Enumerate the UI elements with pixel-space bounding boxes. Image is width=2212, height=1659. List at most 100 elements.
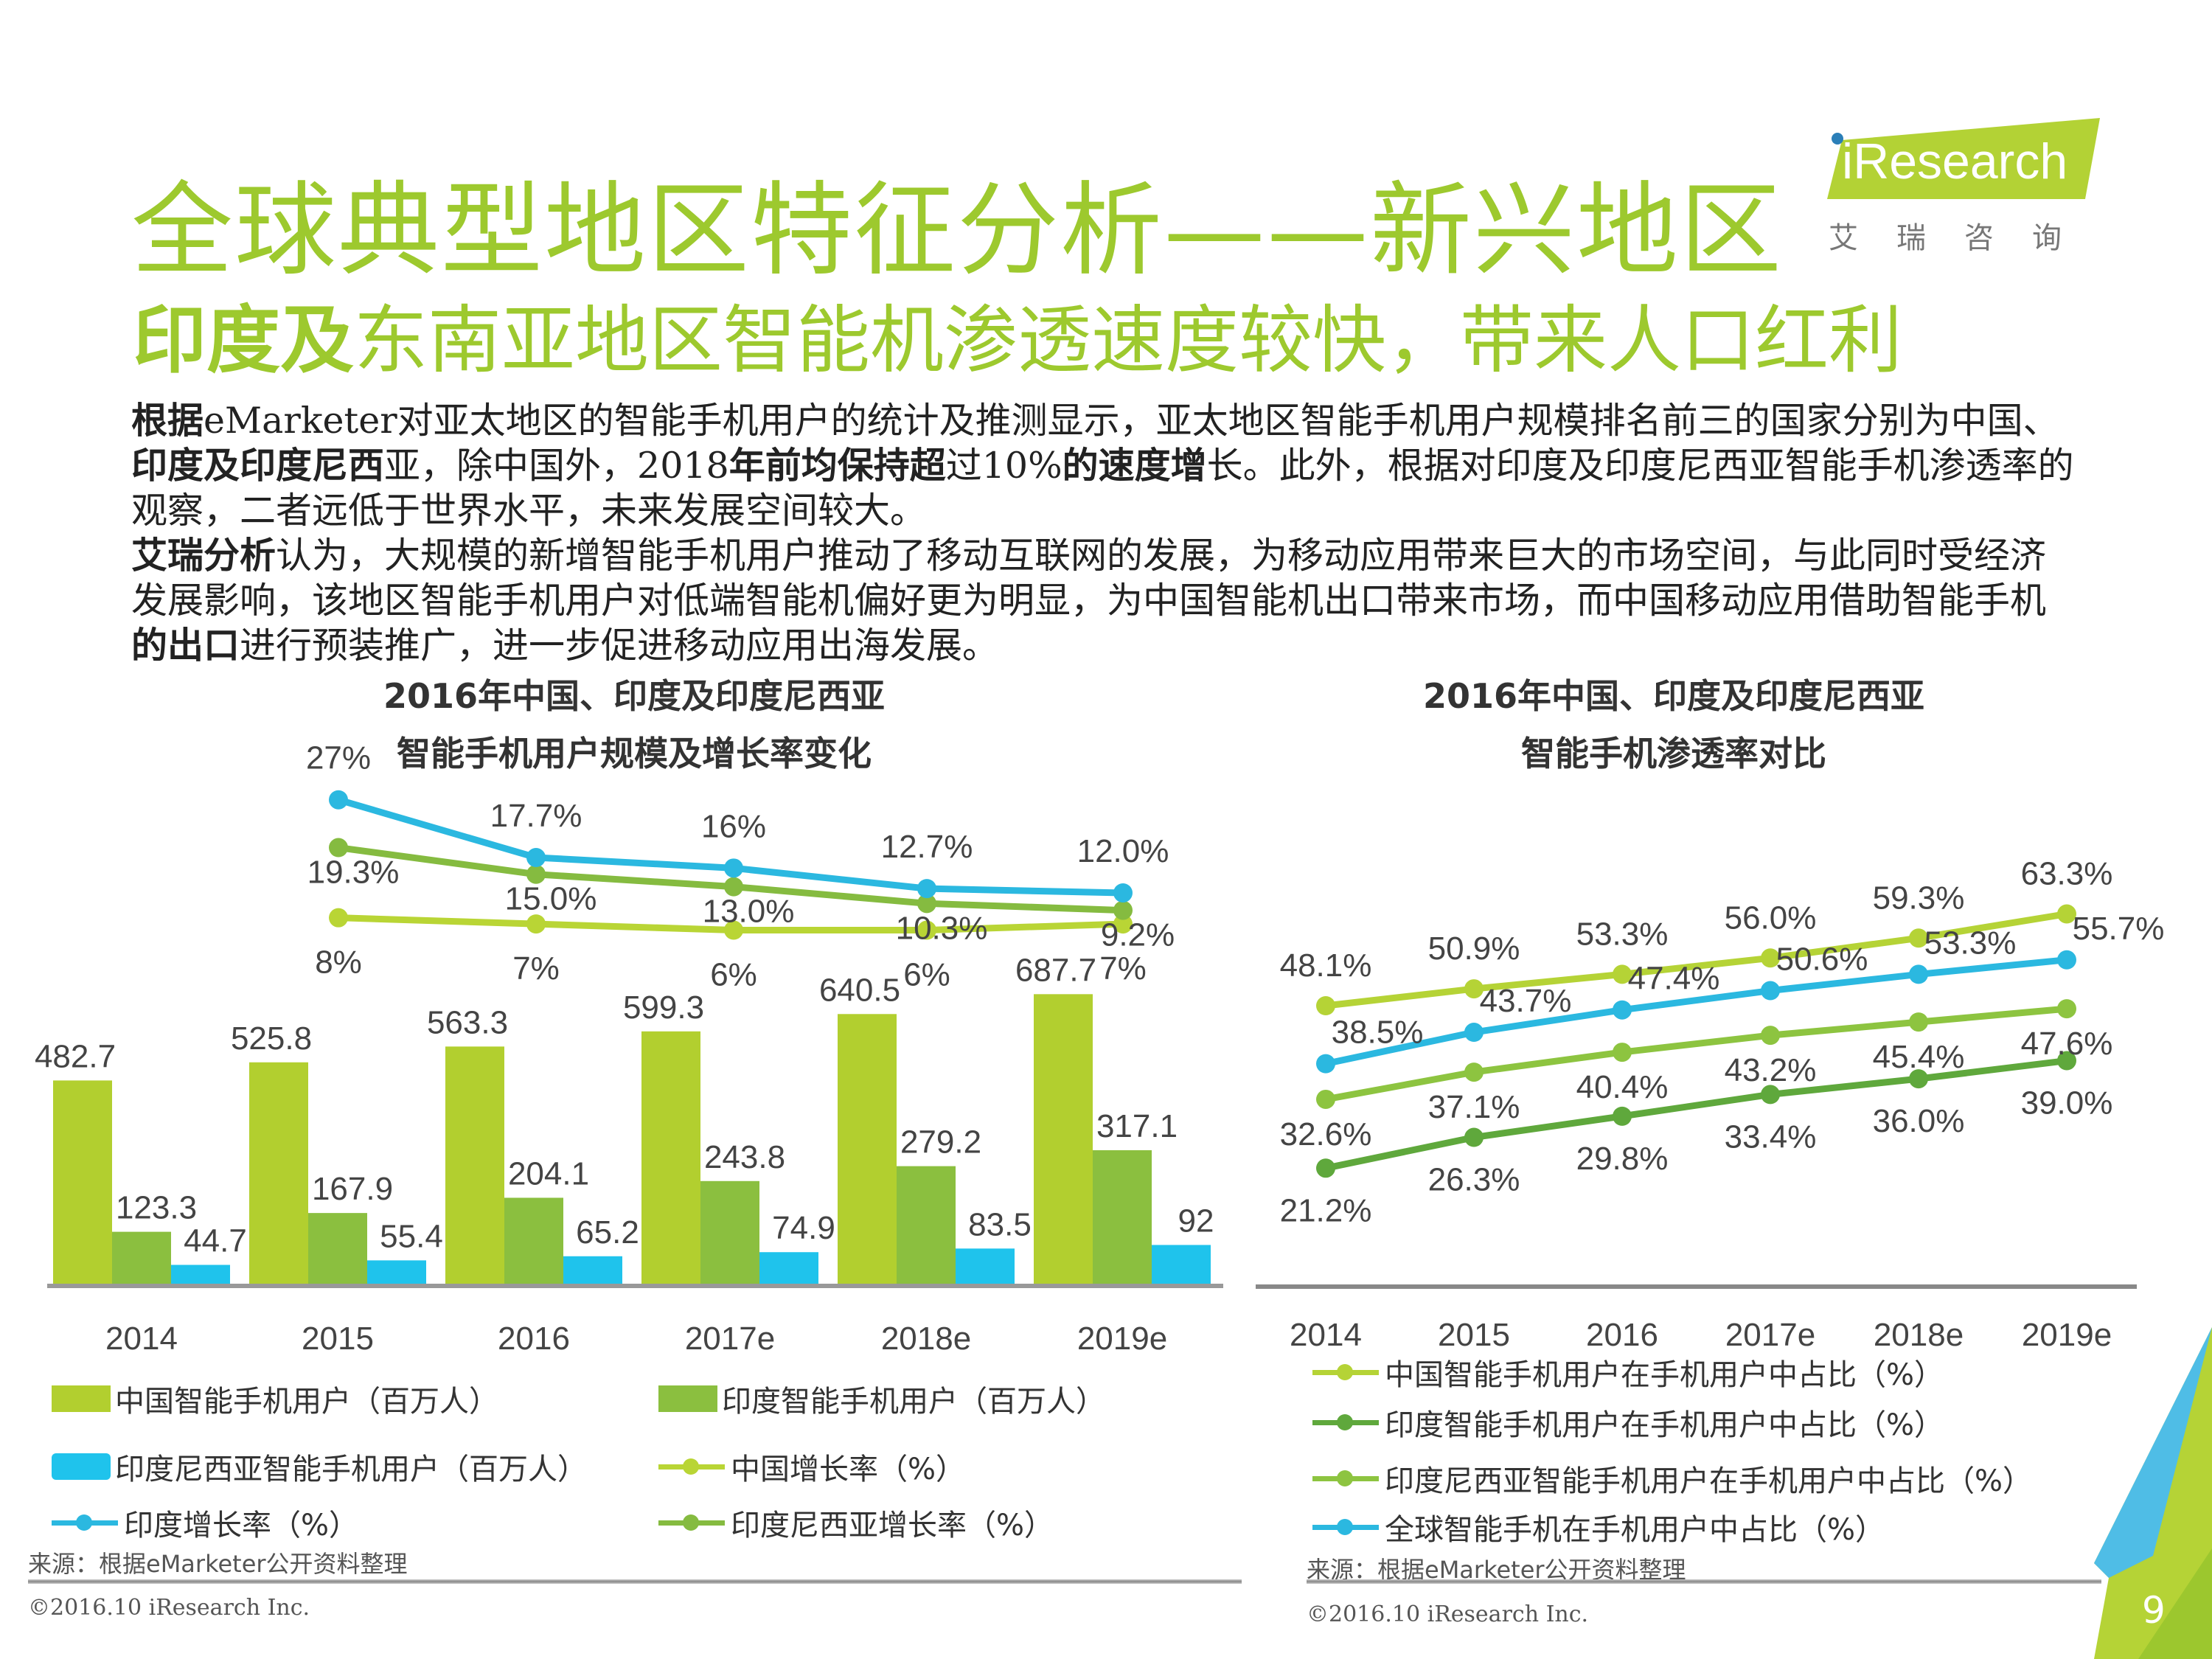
legend-label: 印度增长率（%）	[124, 1509, 359, 1543]
penetration-point	[1909, 1012, 1928, 1032]
legend-line-marker	[1312, 1359, 1379, 1385]
right-chart: 2014 2015 2016 2017e 2018e 2019e 48.1% 50.9% 53.…	[1256, 856, 2164, 1353]
growth-point	[917, 920, 936, 940]
legend-india-users: 印度智能手机用户（百万人）	[658, 1377, 1105, 1420]
bar-value-label: 563.3	[427, 1004, 508, 1040]
growth-point	[724, 877, 743, 897]
left-chart-title-line2: 智能手机用户规模及增长率变化	[397, 734, 872, 773]
x-tick-label: 2019e	[1077, 1321, 1167, 1357]
growth-point	[917, 894, 936, 914]
penetration-point	[1909, 964, 1928, 984]
growth-label: 7%	[512, 950, 560, 987]
penetration-point	[1613, 1106, 1632, 1126]
legend-line-marker	[658, 1509, 725, 1536]
bar-china	[1034, 994, 1093, 1284]
penetration-point	[1464, 979, 1484, 999]
bar-india	[504, 1197, 563, 1284]
bar-value-label: 83.5	[968, 1206, 1032, 1242]
penetration-point	[1316, 1158, 1335, 1178]
legend-line-marker	[52, 1509, 118, 1536]
penetration-point	[1761, 981, 1780, 1001]
penetration-point	[1761, 1085, 1780, 1105]
penetration-point	[1613, 1000, 1632, 1020]
penetration-label: 63.3%	[2021, 856, 2113, 892]
growth-label: 7%	[1099, 950, 1147, 987]
legend-indonesia-penetration: 印度尼西亚智能手机用户在手机用户中占比（%）	[1312, 1457, 2032, 1500]
legend-swatch	[52, 1453, 111, 1480]
body-line: 的出口进行预装推广，进一步促进移动应用出海发展。	[131, 623, 2074, 668]
bar-indonesia	[956, 1248, 1015, 1284]
bar-indonesia	[1152, 1245, 1211, 1284]
right-divider	[1307, 1579, 2101, 1584]
bar-india	[700, 1180, 759, 1284]
penetration-point	[1464, 1023, 1484, 1043]
right-chart-title-line1: 2016年中国、印度及印度尼西亚	[1422, 676, 1925, 716]
penetration-label: 53.3%	[1576, 916, 1669, 952]
left-chart: 482.7 123.344.7 2014 525.8 167.9 55.4 2015 563.…	[35, 740, 1223, 1357]
bar-value-label: 44.7	[184, 1222, 247, 1259]
bar-value-label: 279.2	[900, 1124, 981, 1161]
penetration-label: 40.4%	[1576, 1069, 1669, 1105]
body-text-segment: 观察，二者远低于世界水平，未来发展空间较大。	[131, 490, 927, 532]
growth-label: 10.3%	[896, 910, 988, 946]
legend-line-marker	[1312, 1409, 1379, 1436]
growth-point	[526, 864, 546, 884]
bar-value-label: 482.7	[35, 1038, 116, 1074]
growth-label: 15.0%	[505, 881, 597, 917]
growth-label: 13.0%	[703, 894, 795, 930]
left-source: 来源：根据eMarketer公开资料整理	[28, 1550, 408, 1578]
growth-point	[917, 879, 936, 899]
growth-point	[329, 790, 348, 810]
body-text-bold: 艾瑞分析	[131, 535, 276, 577]
penetration-point	[1316, 1089, 1335, 1109]
growth-point	[526, 914, 546, 934]
body-text-bold: 根据	[131, 400, 204, 442]
growth-point	[1113, 900, 1133, 920]
penetration-point	[1464, 1127, 1484, 1147]
growth-label: 27%	[306, 740, 371, 776]
growth-label: 17.7%	[490, 798, 582, 834]
right-chart-title: 2016年中国、印度及印度尼西亚 智能手机渗透率对比	[1305, 667, 2042, 782]
penetration-point	[2057, 950, 2076, 970]
x-tick-label: 2017e	[685, 1321, 775, 1357]
bar-india	[897, 1166, 956, 1284]
x-tick-label: 2015	[1438, 1317, 1510, 1353]
growth-point	[724, 920, 743, 940]
penetration-point	[2057, 1051, 2076, 1071]
body-line: 发展影响，该地区智能手机用户对低端智能机偏好更为明显，为中国智能机出口带来市场，…	[131, 578, 2074, 623]
growth-label: 16%	[701, 808, 766, 844]
body-text-segment: 过10%	[945, 445, 1062, 487]
penetration-line	[1325, 956, 2067, 1068]
growth-point	[724, 858, 743, 878]
penetration-label: 47.4%	[1628, 961, 1720, 997]
x-tick-label: 2019e	[2022, 1317, 2112, 1353]
page-title: 全球典型地区特征分析——新兴地区	[131, 171, 1784, 290]
body-line: 艾瑞分析认为，大规模的新增智能手机用户推动了移动互联网的发展，为移动应用带来巨大…	[131, 533, 2074, 578]
body-text-segment: 认为，大规模的新增智能手机用户推动了移动互联网的发展，为移动应用带来巨大的市场空…	[276, 535, 2047, 577]
legend-indonesia-growth: 印度尼西亚增长率（%）	[658, 1501, 1054, 1544]
page-subtitle: 印度及东南亚地区智能机渗透速度较快，带来人口红利	[133, 280, 1902, 387]
penetration-label: 43.7%	[1480, 983, 1572, 1019]
legend-label: 印度智能手机用户（百万人）	[722, 1385, 1105, 1419]
logo-cn: 艾瑞咨询	[1829, 221, 2100, 255]
penetration-label: 38.5%	[1332, 1015, 1424, 1051]
penetration-point	[1613, 1043, 1632, 1062]
penetration-label: 29.8%	[1576, 1141, 1669, 1177]
growth-point	[1113, 883, 1133, 902]
bar-value-label: 640.5	[819, 972, 900, 1008]
bar-indonesia	[171, 1265, 230, 1284]
bar-china	[53, 1080, 112, 1284]
body-text-bold: 的出口	[131, 625, 240, 667]
growth-label: 6%	[710, 957, 757, 993]
growth-label: 6%	[903, 957, 950, 993]
iresearch-logo: iResearch	[1827, 118, 2100, 199]
penetration-label: 26.3%	[1428, 1162, 1520, 1198]
bar-china	[445, 1046, 504, 1284]
x-tick-label: 2015	[302, 1321, 374, 1357]
penetration-point	[1464, 1062, 1484, 1082]
penetration-line	[1325, 1005, 2067, 1103]
growth-label: 12.0%	[1077, 833, 1169, 869]
penetration-point	[1316, 996, 1335, 1015]
bar-india	[112, 1231, 171, 1284]
penetration-label: 47.6%	[2021, 1026, 2113, 1062]
